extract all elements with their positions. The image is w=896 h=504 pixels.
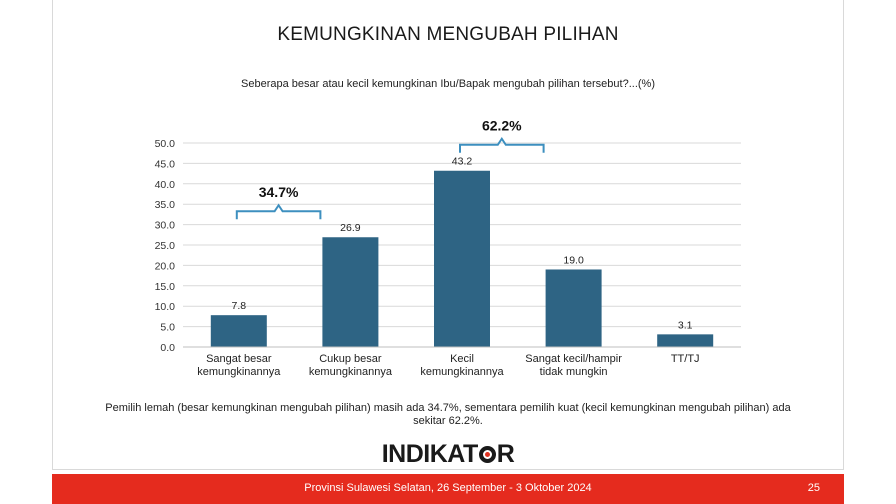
chart-subtitle: Seberapa besar atau kecil kemungkinan Ib…: [241, 78, 655, 90]
y-tick-label: 10.0: [155, 301, 176, 313]
x-tick-label: kemungkinannya: [309, 366, 393, 378]
slide-title: KEMUNGKINAN MENGUBAH PILIHAN: [277, 24, 619, 45]
y-tick-label: 50.0: [155, 138, 176, 150]
y-tick-label: 40.0: [155, 179, 176, 191]
bar-value-label: 19.0: [563, 254, 584, 266]
bar: [210, 315, 267, 347]
y-tick-label: 5.0: [160, 322, 175, 334]
footer-text: Provinsi Sulawesi Selatan, 26 September …: [304, 482, 592, 494]
logo-ring-icon: [478, 446, 496, 463]
page-number: 25: [807, 482, 820, 494]
y-tick-label: 20.0: [155, 260, 176, 272]
x-tick-label: TT/TJ: [671, 353, 700, 365]
bar: [545, 269, 602, 347]
bar-value-label: 7.8: [231, 300, 246, 312]
group-bracket: [235, 203, 322, 220]
bar-value-label: 26.9: [340, 222, 361, 234]
y-tick-label: 30.0: [155, 220, 176, 232]
y-tick-label: 35.0: [155, 199, 176, 211]
logo-text-right: R: [496, 440, 515, 468]
x-tick-label: Sangat kecil/hampir: [525, 353, 622, 365]
bar-value-label: 3.1: [678, 319, 693, 331]
summary-note: Pemilih lemah (besar kemungkinan menguba…: [105, 402, 791, 427]
y-tick-label: 25.0: [155, 240, 176, 252]
x-tick-label: Sangat besar: [206, 353, 272, 365]
x-tick-label: tidak mungkin: [540, 366, 608, 378]
bar: [434, 170, 490, 347]
group-total-label: 62.2%: [482, 118, 522, 134]
y-tick-label: 0.0: [160, 342, 175, 354]
footer-bar: Provinsi Sulawesi Selatan, 26 September …: [52, 474, 844, 504]
bar-value-label: 43.2: [452, 156, 473, 168]
group-total-label: 34.7%: [259, 184, 299, 200]
indikator-logo: INDIKAT R: [0, 440, 896, 469]
slide-frame: [52, 0, 844, 470]
x-tick-label: kemungkinannya: [197, 366, 281, 378]
x-tick-label: Kecil: [450, 353, 474, 365]
x-tick-label: kemungkinannya: [420, 366, 504, 378]
group-bracket: [459, 136, 545, 153]
bar: [657, 334, 714, 347]
logo-text-left: INDIKAT: [381, 440, 479, 468]
y-tick-label: 15.0: [155, 281, 176, 293]
y-tick-label: 45.0: [155, 158, 176, 170]
bar: [322, 237, 379, 347]
x-tick-label: Cukup besar: [319, 353, 382, 365]
